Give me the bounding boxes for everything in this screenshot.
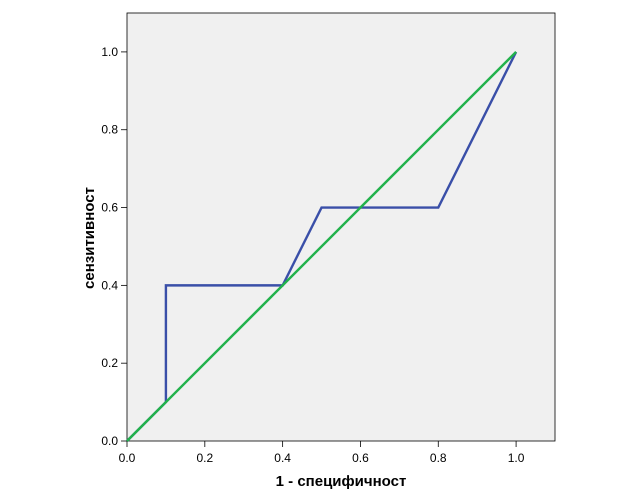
x-tick-label: 0.8	[430, 451, 447, 465]
series-layer	[126, 51, 518, 442]
y-tick-label: 0.6	[101, 201, 118, 215]
x-tick-label: 1.0	[508, 451, 525, 465]
y-axis-ticks: 0.0 0.2 0.4 0.6 0.8 1.0	[101, 45, 127, 448]
y-tick-label: 1.0	[101, 45, 118, 59]
reference-diagonal-line	[126, 51, 517, 442]
y-tick-label: 0.2	[101, 356, 118, 370]
x-tick-label: 0.0	[119, 451, 136, 465]
x-tick-label: 0.6	[352, 451, 369, 465]
y-tick-label: 0.0	[101, 434, 118, 448]
y-axis-title: сензитивност	[81, 187, 98, 289]
x-tick-label: 0.2	[196, 451, 213, 465]
x-tick-label: 0.4	[274, 451, 291, 465]
y-tick-label: 0.8	[101, 123, 118, 137]
x-axis-ticks: 0.0 0.2 0.4 0.6 0.8 1.0	[119, 441, 525, 465]
y-tick-label: 0.4	[101, 278, 118, 292]
x-axis-title: 1 - специфичност	[276, 473, 407, 490]
